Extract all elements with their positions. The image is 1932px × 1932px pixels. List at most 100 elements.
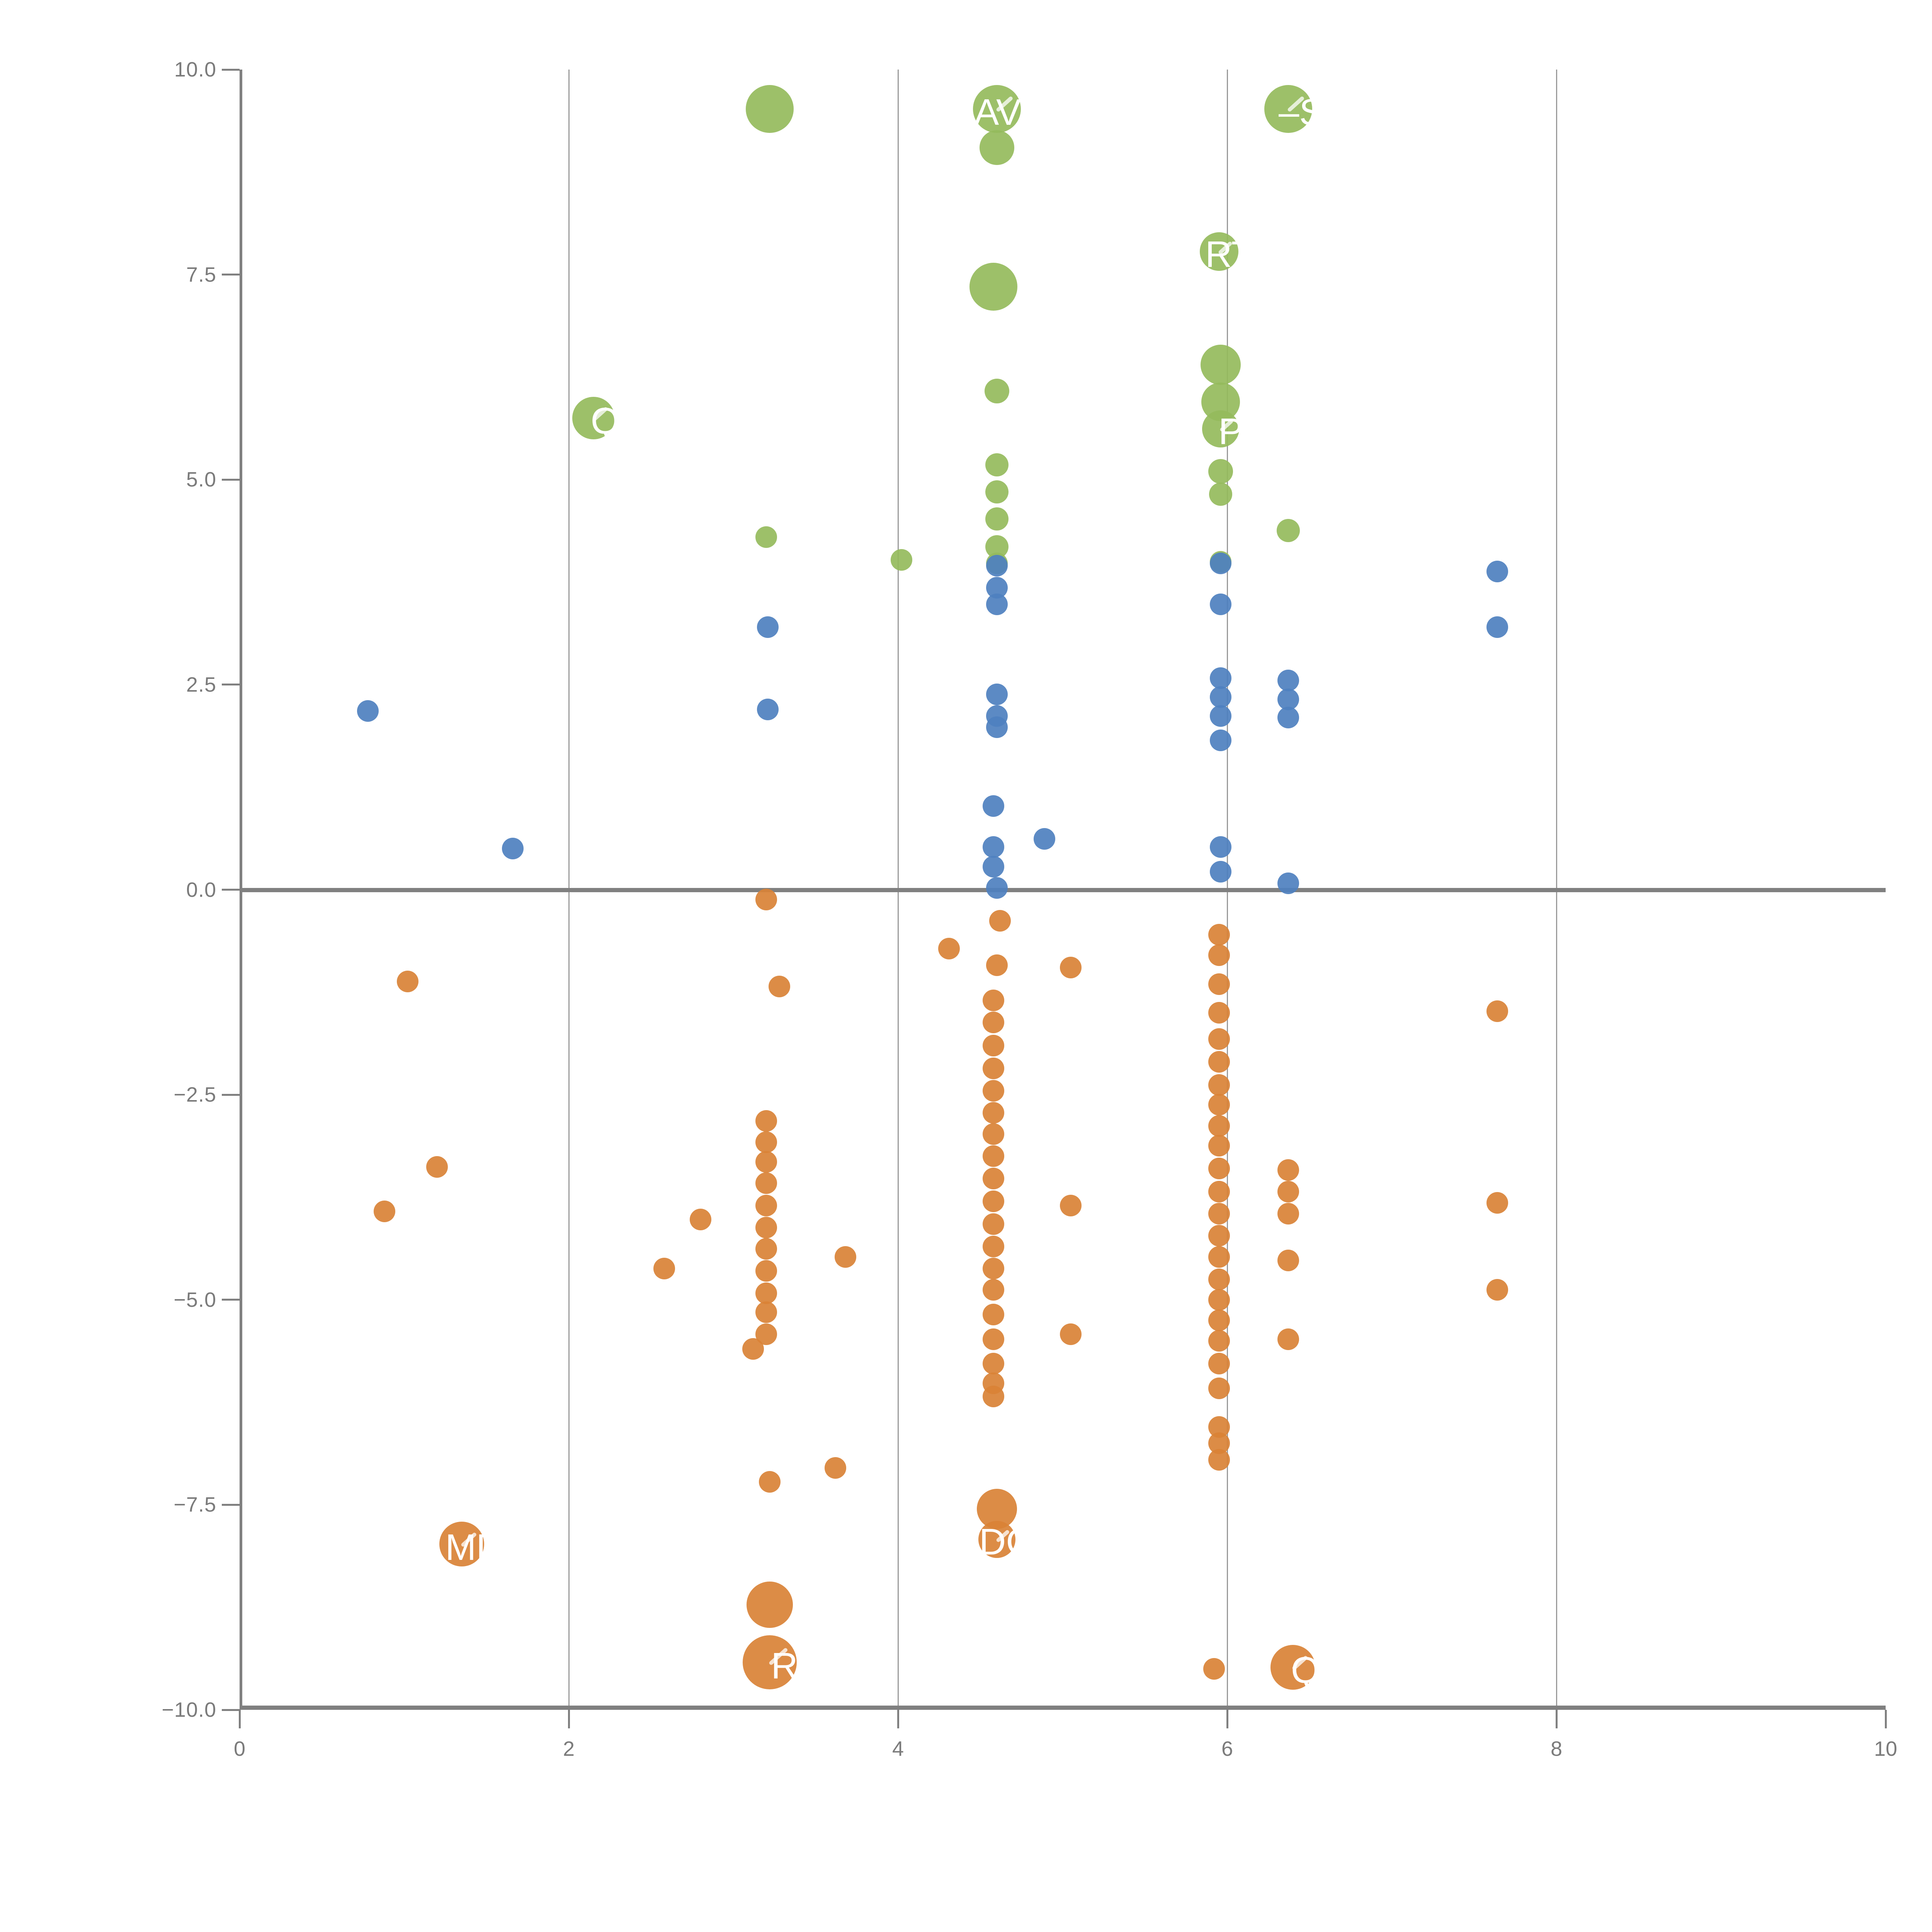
scatter-point[interactable]: [755, 1301, 777, 1323]
scatter-point[interactable]: [1277, 1328, 1299, 1350]
scatter-point[interactable]: [1208, 1246, 1230, 1268]
scatter-point[interactable]: [1208, 973, 1230, 995]
scatter-point[interactable]: [825, 1457, 847, 1479]
scatter-point[interactable]: [983, 990, 1005, 1012]
scatter-point[interactable]: [1208, 1051, 1230, 1073]
scatter-point[interactable]: [983, 1386, 1005, 1408]
scatter-point[interactable]: [1060, 1194, 1082, 1216]
scatter-point[interactable]: [742, 1338, 764, 1360]
scatter-point[interactable]: [1209, 705, 1231, 727]
scatter-point[interactable]: [984, 379, 1009, 404]
scatter-point[interactable]: [755, 1131, 777, 1153]
scatter-point[interactable]: [1208, 1377, 1230, 1399]
scatter-point[interactable]: [755, 1110, 777, 1132]
scatter-point[interactable]: [755, 1172, 777, 1194]
scatter-point[interactable]: [983, 1080, 1005, 1102]
scatter-point[interactable]: [834, 1246, 856, 1268]
scatter-point[interactable]: [689, 1208, 711, 1230]
scatter-point[interactable]: [1486, 1000, 1508, 1022]
scatter-point[interactable]: [1209, 483, 1232, 506]
scatter-point[interactable]: [1208, 1309, 1230, 1331]
scatter-point[interactable]: [1209, 667, 1231, 689]
scatter-point[interactable]: [757, 698, 779, 720]
scatter-point[interactable]: [755, 1260, 777, 1282]
scatter-point[interactable]: [1209, 836, 1231, 858]
scatter-point[interactable]: [1208, 1449, 1230, 1471]
scatter-point[interactable]: [755, 1216, 777, 1238]
scatter-point[interactable]: [1277, 706, 1299, 728]
scatter-point[interactable]: [983, 1034, 1005, 1056]
scatter-point[interactable]: [1209, 552, 1231, 574]
scatter-point[interactable]: [396, 971, 418, 993]
scatter-point[interactable]: [1209, 730, 1231, 752]
scatter-point[interactable]: [938, 938, 960, 960]
scatter-point[interactable]: [1208, 1353, 1230, 1375]
scatter-point[interactable]: [1208, 1134, 1230, 1156]
scatter-point[interactable]: [1208, 924, 1230, 946]
scatter-point[interactable]: [983, 1102, 1005, 1124]
scatter-point[interactable]: [755, 1282, 777, 1304]
scatter-point[interactable]: [1060, 957, 1082, 979]
scatter-point[interactable]: [1277, 872, 1299, 894]
scatter-point[interactable]: [1276, 519, 1300, 542]
scatter-point[interactable]: [1277, 1202, 1299, 1225]
scatter-point[interactable]: [1208, 459, 1233, 484]
scatter-point[interactable]: [653, 1258, 675, 1280]
scatter-point[interactable]: [1208, 1180, 1230, 1202]
scatter-point[interactable]: [1060, 1323, 1082, 1345]
scatter-point[interactable]: [1208, 1268, 1230, 1290]
scatter-point[interactable]: [1208, 1028, 1230, 1050]
scatter-point[interactable]: [983, 836, 1005, 858]
scatter-point[interactable]: [890, 549, 912, 571]
scatter-point[interactable]: [1277, 689, 1299, 711]
scatter-point[interactable]: [1208, 1094, 1230, 1116]
scatter-point[interactable]: [986, 716, 1008, 738]
scatter-point[interactable]: [983, 1258, 1005, 1280]
scatter-point[interactable]: [1486, 1279, 1508, 1301]
scatter-point[interactable]: [357, 700, 379, 722]
scatter-point[interactable]: [1203, 1658, 1225, 1680]
scatter-point[interactable]: [1277, 1180, 1299, 1202]
scatter-point[interactable]: [983, 1213, 1005, 1235]
scatter-point[interactable]: [989, 910, 1011, 932]
scatter-point[interactable]: [759, 1471, 781, 1493]
scatter-point[interactable]: [755, 1194, 777, 1216]
scatter-point[interactable]: [755, 526, 777, 548]
scatter-point[interactable]: [1208, 1002, 1230, 1024]
scatter-point[interactable]: [1034, 828, 1056, 850]
scatter-point[interactable]: [373, 1200, 395, 1222]
scatter-point[interactable]: [979, 130, 1014, 165]
scatter-point[interactable]: [986, 954, 1008, 976]
scatter-point[interactable]: [986, 555, 1008, 577]
scatter-point[interactable]: [983, 1235, 1005, 1257]
scatter-point[interactable]: [985, 453, 1009, 477]
scatter-point[interactable]: [986, 877, 1008, 899]
scatter-point[interactable]: [1277, 1249, 1299, 1271]
scatter-point[interactable]: [983, 1145, 1005, 1167]
scatter-point[interactable]: [983, 1353, 1005, 1375]
scatter-point[interactable]: [757, 616, 779, 638]
scatter-point[interactable]: [426, 1156, 448, 1178]
scatter-point[interactable]: [1208, 944, 1230, 966]
scatter-point[interactable]: [755, 1151, 777, 1173]
scatter-point[interactable]: [745, 85, 794, 133]
scatter-point[interactable]: [983, 1303, 1005, 1325]
scatter-point[interactable]: [983, 1328, 1005, 1350]
scatter-point[interactable]: [1486, 560, 1508, 582]
scatter-point[interactable]: [1209, 861, 1231, 883]
scatter-point[interactable]: [1200, 345, 1241, 385]
scatter-point[interactable]: [1277, 670, 1299, 692]
scatter-point[interactable]: [755, 1238, 777, 1260]
scatter-point[interactable]: [1208, 1202, 1230, 1225]
scatter-point[interactable]: [1486, 1192, 1508, 1214]
scatter-point[interactable]: [769, 975, 791, 997]
scatter-point[interactable]: [983, 795, 1005, 817]
scatter-point[interactable]: [983, 1190, 1005, 1213]
scatter-point[interactable]: [983, 1279, 1005, 1301]
scatter-point[interactable]: [1486, 616, 1508, 638]
scatter-point[interactable]: [755, 888, 777, 910]
scatter-point[interactable]: [983, 1058, 1005, 1080]
scatter-point[interactable]: [986, 684, 1008, 706]
scatter-point[interactable]: [985, 480, 1009, 504]
scatter-point[interactable]: [1209, 593, 1231, 615]
